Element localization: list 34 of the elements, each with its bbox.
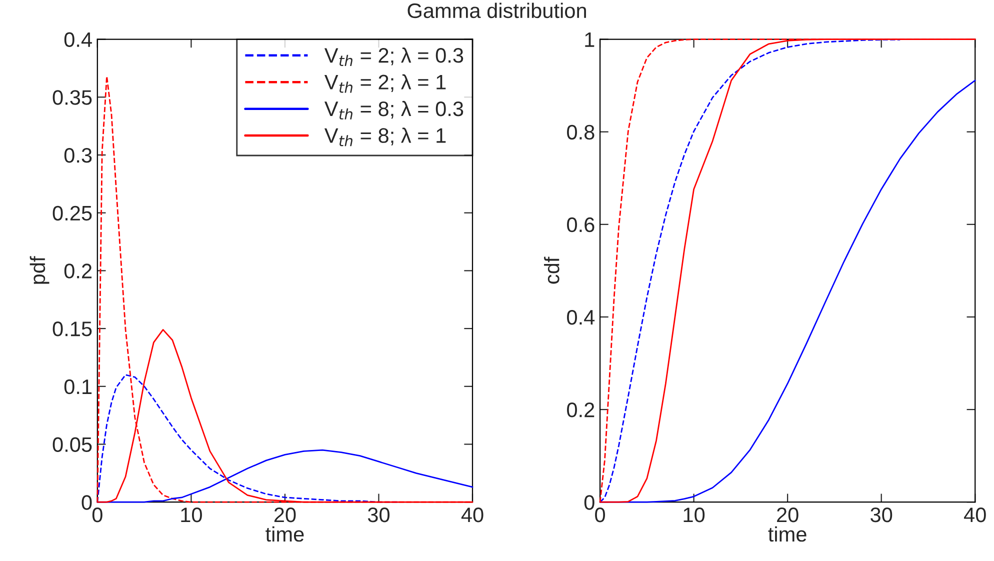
x-axis-title: time — [768, 526, 806, 542]
y-tick-label: 0.15 — [52, 322, 92, 336]
y-tick-label: 0.3 — [64, 148, 92, 163]
x-tick-label: 0 — [595, 508, 606, 522]
x-tick-label: 40 — [461, 508, 484, 522]
y-tick-label: 0.8 — [567, 124, 594, 140]
y-tick-label: 0.4 — [64, 32, 92, 48]
legend-label: V$_{th}$ = 2; λ = 0.3 — [324, 47, 464, 66]
x-tick-label: 20 — [777, 508, 798, 522]
x-tick-label: 30 — [870, 508, 892, 522]
legend-label: V$_{th}$ = 8; λ = 0.3 — [324, 100, 464, 120]
x-tick-label: 40 — [964, 508, 986, 522]
x-tick-label: 10 — [684, 508, 705, 522]
x-tick-label: 0 — [92, 508, 102, 522]
y-axis-title: cdf — [544, 256, 560, 284]
y-tick-label: 0 — [82, 495, 92, 510]
x-tick-label: 30 — [368, 508, 390, 522]
x-tick-label: 20 — [274, 508, 296, 522]
chart-title: Gamma distribution — [408, 2, 586, 18]
y-tick-label: 0.2 — [64, 264, 92, 278]
x-tick-label: 10 — [181, 508, 202, 522]
legend-label: V$_{th}$ = 2; λ = 1 — [324, 74, 446, 93]
x-axis-title: time — [266, 526, 304, 542]
y-tick-label: 0.25 — [52, 206, 92, 221]
y-tick-label: 0.35 — [52, 90, 92, 105]
y-tick-label: 0.4 — [567, 310, 595, 325]
y-tick-label: 0.1 — [64, 379, 92, 394]
y-tick-label: 0.6 — [567, 217, 594, 232]
y-axis-title: pdf — [30, 256, 50, 284]
y-tick-label: 0 — [584, 495, 594, 510]
y-tick-label: 1 — [585, 32, 594, 47]
y-tick-label: 0.05 — [52, 437, 92, 452]
y-tick-label: 0.2 — [567, 402, 594, 418]
legend-label: V$_{th}$ = 8; λ = 1 — [324, 128, 446, 146]
